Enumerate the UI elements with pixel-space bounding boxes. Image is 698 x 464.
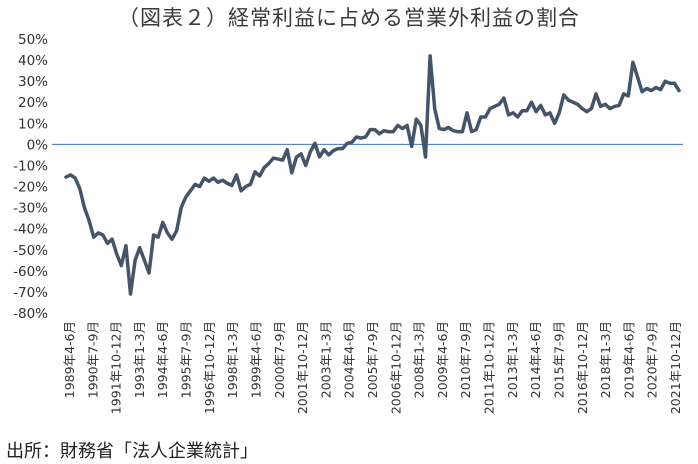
- x-tick-label: 2008年1-3月: [412, 321, 427, 398]
- y-tick-label: 50%: [18, 32, 48, 48]
- x-tick-label: 2009年4-6月: [435, 321, 450, 398]
- x-tick-label: 2000年7-9月: [272, 321, 287, 398]
- y-tick-label: 0%: [27, 137, 49, 153]
- y-tick-label: 40%: [18, 53, 48, 69]
- y-tick-label: -60%: [13, 264, 48, 280]
- y-tick-label: -70%: [13, 285, 48, 301]
- y-tick-label: -80%: [13, 306, 48, 322]
- y-tick-label: 10%: [18, 116, 48, 132]
- chart-title: （図表２）経常利益に占める営業外利益の割合: [118, 6, 580, 30]
- y-tick-label: -20%: [13, 180, 48, 196]
- x-tick-label: 2001年10-12月: [295, 321, 310, 414]
- y-tick-label: -30%: [13, 201, 48, 217]
- x-tick-label: 1989年4-6月: [62, 321, 77, 398]
- x-tick-label: 1996年10-12月: [202, 321, 217, 414]
- series-group: [64, 54, 681, 296]
- x-tick-label: 2016年10-12月: [575, 321, 590, 414]
- source-note: 出所：財務省「法人企業統計」: [6, 441, 258, 462]
- x-tick-label: 1991年10-12月: [109, 321, 124, 414]
- x-tick-label: 2006年10-12月: [388, 321, 403, 414]
- x-tick-label: 2013年1-3月: [505, 321, 520, 398]
- y-tick-label: 20%: [18, 95, 48, 111]
- x-tick-label: 1990年7-9月: [85, 321, 100, 398]
- x-tick-label: 2011年10-12月: [482, 321, 497, 414]
- y-tick-label: 30%: [18, 74, 48, 90]
- x-tick-label: 2020年7-9月: [645, 321, 660, 398]
- x-tick-label: 1995年7-9月: [179, 321, 194, 398]
- series-line: [64, 54, 681, 296]
- x-axis: 1989年4-6月 1990年7-9月 1991年10-12月 1993年1-3月 19…: [62, 321, 683, 414]
- y-tick-label: -40%: [13, 222, 48, 238]
- x-tick-label: 1999年4-6月: [249, 321, 264, 398]
- y-tick-label: -50%: [13, 243, 48, 259]
- x-tick-label: 2004年4-6月: [342, 321, 357, 398]
- x-tick-label: 2021年10-12月: [668, 321, 683, 414]
- x-tick-label: 2010年7-9月: [458, 321, 473, 398]
- x-tick-label: 2005年7-9月: [365, 321, 380, 398]
- x-tick-label: 1998年1-3月: [225, 321, 240, 398]
- x-tick-label: 2018年1-3月: [598, 321, 613, 398]
- x-tick-label: 2015年7-9月: [552, 321, 567, 398]
- x-tick-label: 1994年4-6月: [155, 321, 170, 398]
- x-tick-label: 1993年1-3月: [132, 321, 147, 398]
- x-tick-label: 2014年4-6月: [528, 321, 543, 398]
- x-tick-label: 2003年1-3月: [318, 321, 333, 398]
- y-tick-label: -10%: [13, 158, 48, 174]
- y-axis: 50% 40% 30% 20% 10% 0% -10% -20% -30% -40% -50% -60…: [13, 32, 48, 322]
- x-tick-label: 2019年4-6月: [621, 321, 636, 398]
